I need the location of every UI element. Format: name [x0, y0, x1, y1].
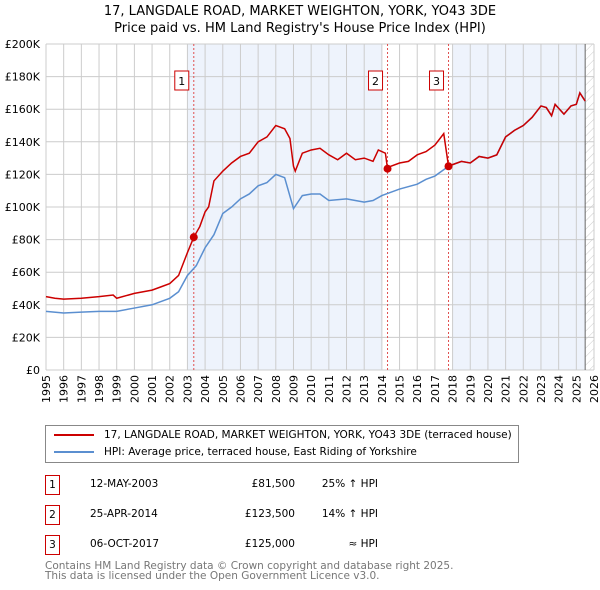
x-tick-label: 2017: [429, 375, 442, 403]
x-tick-label: 2011: [323, 375, 336, 403]
legend-property-label: 17, LANGDALE ROAD, MARKET WEIGHTON, YORK…: [104, 429, 512, 441]
x-tick-label: 2004: [199, 375, 212, 403]
y-tick-label: £120K: [5, 168, 41, 181]
sale-label-box: [429, 70, 445, 91]
x-tick-label: 2007: [252, 375, 265, 403]
x-tick-label: 2025: [570, 375, 583, 403]
footer-line-2: This data is licensed under the Open Gov…: [45, 570, 380, 582]
sale-hpi-comparison: 25% ↑ HPI: [321, 478, 378, 490]
y-tick-label: £100K: [5, 201, 41, 214]
sale-label-box: [174, 70, 190, 91]
footer-line-1: Contains HM Land Registry data © Crown c…: [45, 560, 454, 572]
x-tick-label: 2024: [553, 375, 566, 403]
x-tick-label: 2009: [287, 375, 300, 403]
sale-badge: 2: [45, 505, 60, 525]
y-tick-label: £20K: [12, 331, 41, 344]
sale-badge: 3: [45, 535, 60, 555]
legend-property-swatch: [54, 434, 94, 436]
sale-price: £125,000: [244, 538, 295, 550]
sale-label-number: 2: [372, 75, 379, 88]
x-tick-label: 2023: [535, 375, 548, 403]
property-price-line: [45, 91, 586, 300]
x-tick-label: 1996: [58, 375, 71, 403]
x-tick-label: 1998: [93, 375, 106, 403]
legend: 17, LANGDALE ROAD, MARKET WEIGHTON, YORK…: [45, 425, 519, 463]
x-tick-label: 2015: [394, 375, 407, 403]
sale-point: [444, 162, 453, 171]
y-tick-label: £60K: [12, 266, 41, 279]
sale-row: 1 12-MAY-2003 £81,500 25% ↑ HPI: [45, 475, 445, 495]
sale-point: [189, 233, 198, 242]
x-tick-label: 2018: [447, 375, 460, 403]
x-tick-label: 2021: [500, 375, 513, 403]
x-tick-label: 2020: [482, 375, 495, 403]
sale-price: £81,500: [251, 478, 295, 490]
sale-row: 2 25-APR-2014 £123,500 14% ↑ HPI: [45, 505, 445, 525]
sale-date: 25-APR-2014: [90, 508, 158, 520]
sale-price: £123,500: [244, 508, 295, 520]
x-tick-label: 2012: [341, 375, 354, 403]
x-tick-label: 2000: [128, 375, 141, 403]
x-tick-label: 2002: [164, 375, 177, 403]
sale-row: 3 06-OCT-2017 £125,000 ≈ HPI: [45, 535, 445, 555]
legend-hpi-label: HPI: Average price, terraced house, East…: [104, 446, 417, 458]
x-tick-label: 2005: [217, 375, 230, 403]
x-tick-label: 1995: [40, 375, 53, 403]
y-tick-label: £40K: [12, 299, 41, 312]
sale-badge: 1: [45, 475, 60, 495]
y-tick-label: £180K: [5, 71, 41, 84]
x-tick-label: 2006: [234, 375, 247, 403]
sale-label-number: 3: [433, 75, 440, 88]
x-tick-label: 2019: [464, 375, 477, 403]
y-tick-label: £200K: [5, 38, 41, 51]
price-chart: 1995 1996 1997 1998 1999 2000 2001 2002 2003 2004…: [5, 38, 600, 403]
x-tick-label: 2013: [358, 375, 371, 403]
sale-date: 06-OCT-2017: [90, 538, 159, 550]
x-tick-label: 2014: [376, 375, 389, 403]
y-tick-label: £160K: [5, 103, 41, 116]
y-tick-label: £140K: [5, 136, 41, 149]
x-tick-label: 1999: [111, 375, 124, 403]
sale-label-number: 1: [178, 75, 185, 88]
chart-title: 17, LANGDALE ROAD, MARKET WEIGHTON, YORK…: [103, 4, 497, 19]
x-tick-label: 2016: [411, 375, 424, 403]
x-tick-label: 2008: [270, 375, 283, 403]
legend-hpi-swatch: [54, 451, 94, 453]
sale-date: 12-MAY-2003: [90, 478, 159, 490]
y-tick-label: £0: [26, 364, 40, 377]
x-tick-label: 2010: [305, 375, 318, 403]
sale-hpi-comparison: 14% ↑ HPI: [321, 508, 378, 520]
x-tick-label: 2001: [146, 375, 159, 403]
x-tick-label: 2026: [588, 375, 600, 403]
footer: Contains HM Land Registry data © Crown c…: [45, 560, 454, 582]
x-tick-label: 2022: [517, 375, 530, 403]
x-tick-label: 1997: [75, 375, 88, 403]
sale-hpi-comparison: ≈ HPI: [348, 538, 378, 550]
x-tick-label: 2003: [181, 375, 194, 403]
sale-point: [383, 164, 392, 173]
chart-subtitle: Price paid vs. HM Land Registry's House …: [114, 21, 486, 36]
y-tick-label: £80K: [12, 234, 41, 247]
sale-label-box: [368, 70, 384, 91]
